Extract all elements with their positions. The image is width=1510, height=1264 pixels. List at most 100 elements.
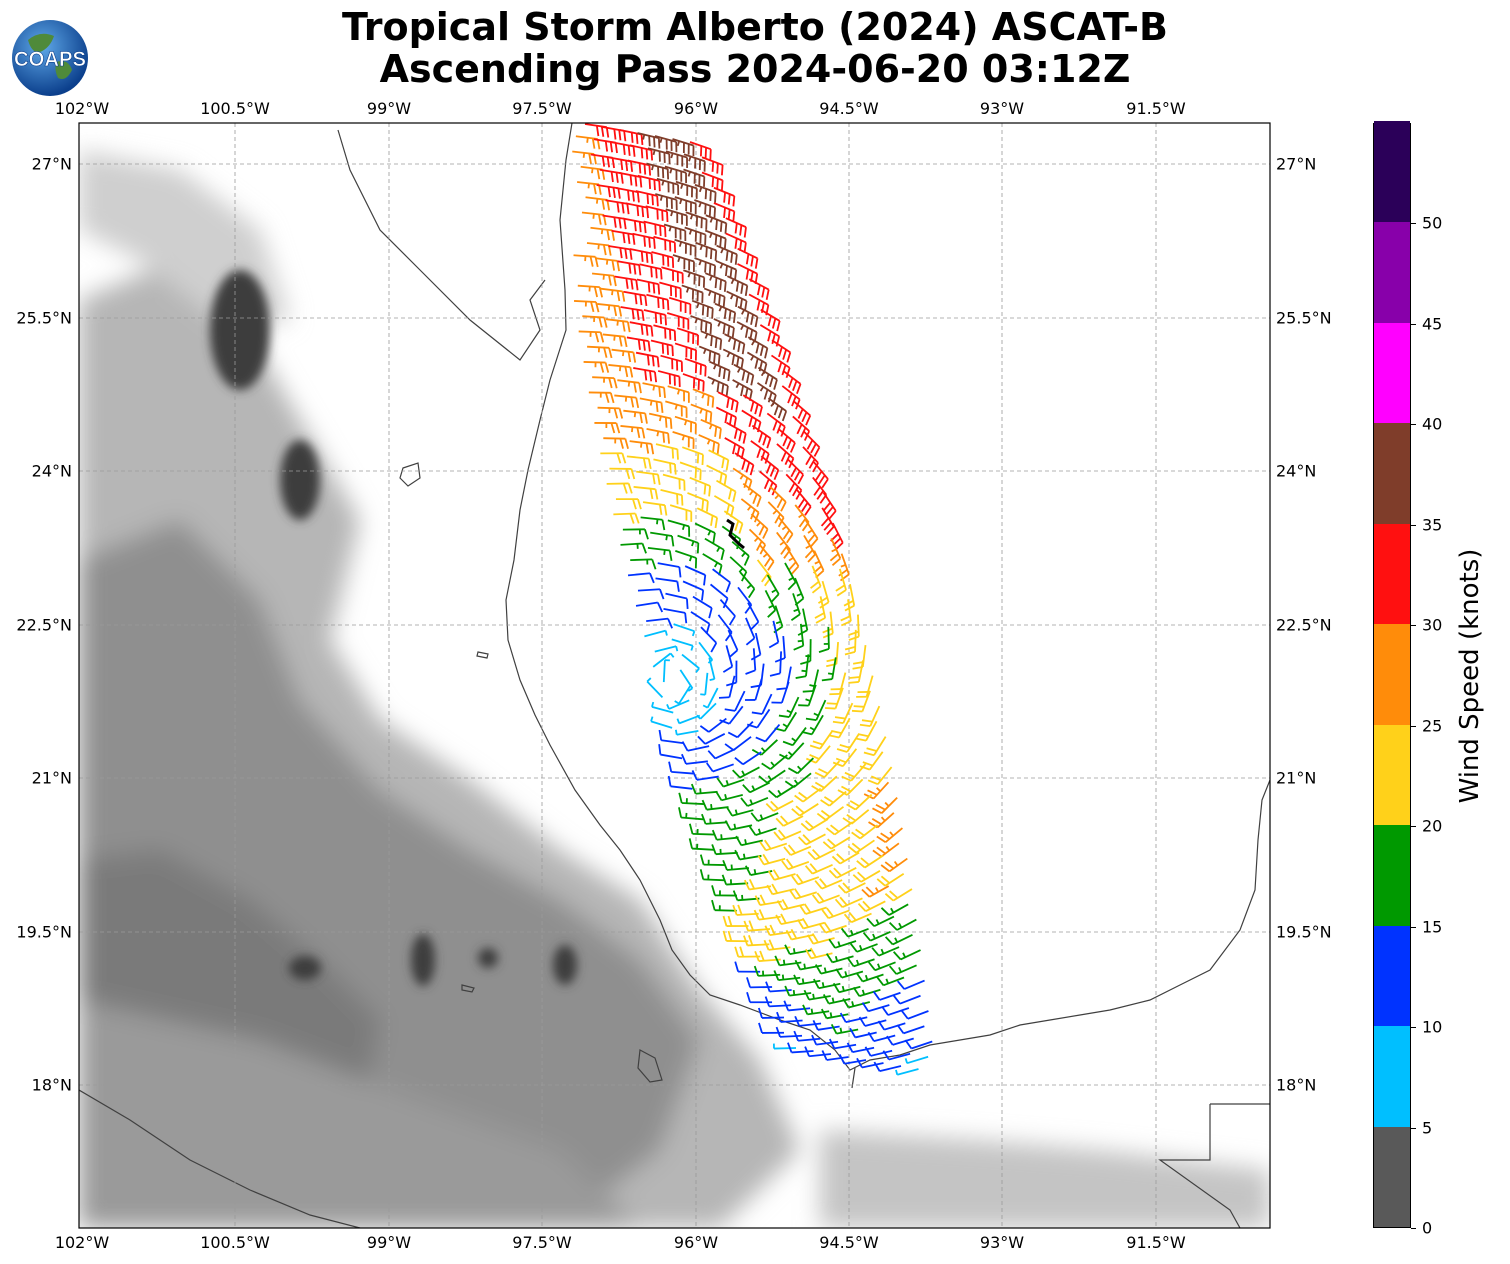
wind-barb-feather [630,132,634,143]
wind-barb [684,357,707,367]
wind-barb-feather [828,938,836,949]
wind-barb-feather [608,377,613,389]
wind-barb-feather [674,700,680,705]
wind-barb-feather [619,438,624,449]
wind-barb-feather [605,127,610,138]
wind-barb-feather [741,770,746,776]
wind-barb-feather [780,451,787,462]
wind-barb-feather [880,948,885,955]
title-line-1: Tropical Storm Alberto (2024) ASCAT-B [341,5,1169,49]
wind-barb [861,690,871,712]
wind-barb-feather [871,817,882,825]
wind-barb [767,501,785,519]
wind-barb-feather [634,513,640,524]
wind-barb-feather [667,775,672,787]
wind-barb-feather [624,438,629,449]
wind-barb-feather [627,381,631,387]
wind-barb-feather [706,439,711,445]
wind-barb-feather [640,134,644,145]
wind-barb-feather [759,894,766,905]
wind-barb-feather [613,305,618,317]
wind-barb-feather [640,147,644,159]
wind-barb [864,854,884,869]
wind-barb-feather [656,195,659,207]
wind-barb-feather [821,982,825,988]
wind-barb-feather [706,501,709,512]
wind-barb [874,961,896,972]
wind-barb-feather [764,347,769,359]
wind-barb [841,897,863,909]
wind-barb-feather [790,565,800,575]
wind-barb [586,242,609,247]
wind-barb [622,217,645,224]
wind-barb-feather [872,807,883,814]
wind-barb-feather [796,593,802,597]
lon-tick-bottom: 91.5°W [1126,1233,1186,1252]
wind-barb-feather [715,219,718,231]
wind-barb-feather [816,490,824,500]
wind-barb-feather [750,812,759,822]
wind-barb-feather [724,223,728,234]
wind-barb [836,1028,859,1035]
wind-barb-feather [727,930,733,942]
wind-barb [709,360,730,372]
colorbar-tick-mark [1411,1127,1416,1129]
wind-barb [573,300,597,303]
wind-barb-feather [664,314,667,326]
wind-barb-feather [613,217,617,228]
colorbar-tick-label: 10 [1422,1017,1443,1037]
wind-barb-feather [791,808,801,817]
wind-barb [859,824,879,840]
wind-barb-feather [805,948,812,959]
wind-barb [665,150,688,159]
wind-barb-feather [782,529,791,540]
wind-barb-feather [676,718,681,724]
wind-barb-feather [821,478,829,489]
wind-barb-feather [724,265,728,277]
wind-barb-feather [604,362,610,373]
wind-barb [644,629,666,638]
wind-barb-feather [838,1054,846,1065]
wind-barb [870,930,891,942]
wind-barb-feather [755,342,760,354]
wind-barb [682,373,705,383]
wind-barb-feather [859,945,863,951]
wind-barb-feather [788,576,794,581]
lon-tick-bottom: 96°W [673,1233,719,1252]
wind-barb-feather [773,970,780,981]
wind-barb-feather [844,650,856,656]
wind-barb-feather [617,188,621,199]
wind-barb [888,857,908,873]
wind-barb-feather [773,404,779,416]
wind-barb-feather [701,499,705,510]
wind-barb-feather [722,930,728,942]
colorbar-bin [1374,121,1410,223]
wind-barb-feather [630,468,636,480]
wind-barb-feather [785,858,794,869]
wind-barb [793,400,811,417]
wind-barb-feather [695,667,700,673]
wind-barb [742,482,762,498]
wind-barb-feather [800,427,807,438]
wind-barb-feather [671,535,675,547]
wind-barb-feather [724,708,736,712]
wind-barb-feather [611,290,614,296]
wind-barb [627,159,650,167]
wind-barb [672,431,694,440]
wind-barb [821,879,843,890]
wind-barb [777,427,796,444]
wind-barb [704,733,726,745]
wind-barb-feather [753,965,760,977]
wind-barb-feather [632,352,637,363]
wind-barb [741,839,763,847]
wind-barb-feather [633,412,637,418]
wind-barb [690,611,710,625]
wind-barb-feather [722,915,728,927]
wind-barb [657,370,680,378]
wind-barb-feather [613,275,617,287]
wind-barb [694,522,716,534]
wind-barb-feather [818,923,827,934]
wind-barb-feather [763,557,772,567]
wind-barb [834,940,857,949]
wind-barb [820,775,838,792]
